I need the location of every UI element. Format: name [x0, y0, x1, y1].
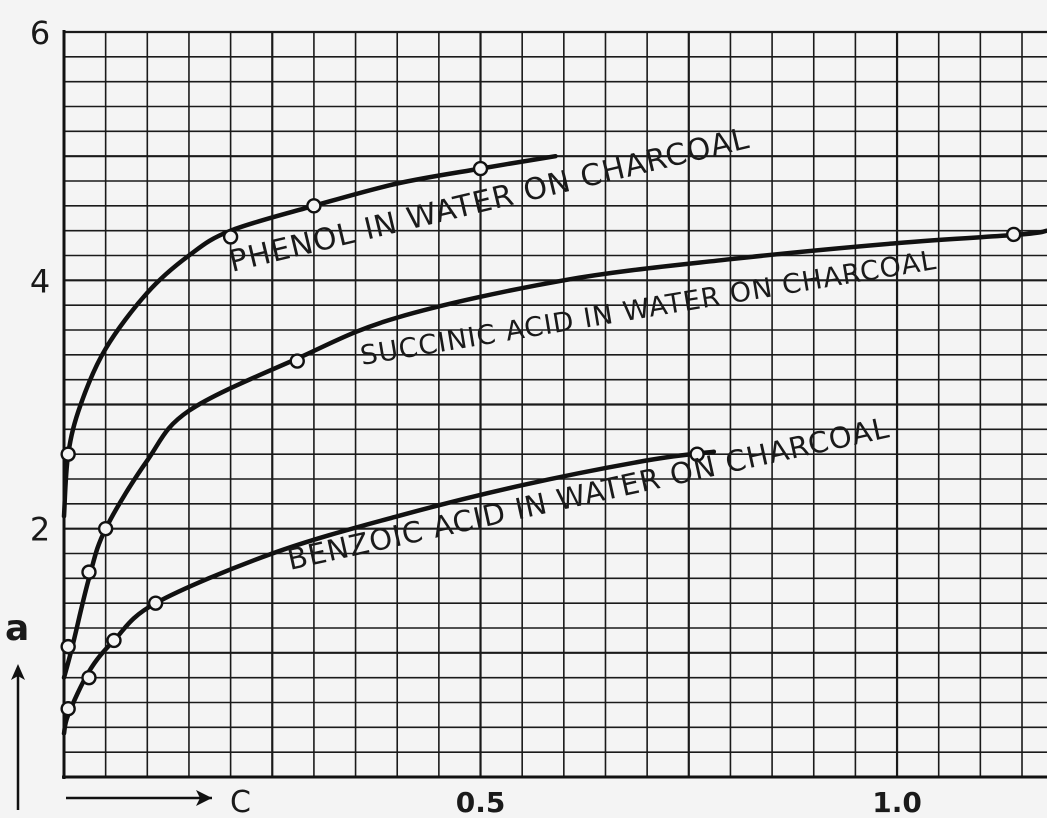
y-tick-label: 4	[30, 262, 50, 300]
data-point	[81, 564, 97, 580]
y-tick-label: 2	[30, 511, 50, 549]
series-curve	[61, 153, 558, 519]
data-point	[472, 160, 489, 177]
series-label: SUCCINIC ACID IN WATER ON CHARCOAL	[358, 245, 939, 372]
data-point	[306, 198, 322, 214]
series-label: BENZOIC ACID IN WATER ON CHARCOAL	[284, 410, 893, 576]
data-point	[147, 595, 164, 611]
axes: 2 4 6 0.5 1.0	[11, 14, 1047, 818]
data-point	[60, 446, 76, 462]
y-axis-label: a	[5, 608, 29, 649]
data-point	[81, 669, 97, 686]
y-arrowhead-icon	[11, 664, 25, 680]
x-tick-label: 1.0	[872, 786, 922, 818]
data-point	[1005, 226, 1022, 243]
x-tick-label: 0.5	[456, 786, 506, 818]
data-point	[60, 701, 76, 717]
series-3: BENZOIC ACID IN WATER ON CHARCOAL	[60, 410, 893, 736]
x-arrowhead-icon	[196, 790, 212, 806]
x-axis-label: C	[230, 785, 251, 818]
data-point	[60, 638, 76, 655]
data-point	[222, 229, 239, 245]
data-point	[289, 353, 305, 369]
series-curve	[61, 228, 1047, 680]
grid	[62, 30, 1047, 779]
series-2: SUCCINIC ACID IN WATER ON CHARCOAL	[60, 226, 1047, 680]
y-tick-label: 6	[30, 14, 50, 52]
data-point	[106, 632, 122, 649]
labels: C a	[5, 608, 251, 818]
data-point	[689, 446, 705, 462]
data-point	[97, 520, 114, 537]
